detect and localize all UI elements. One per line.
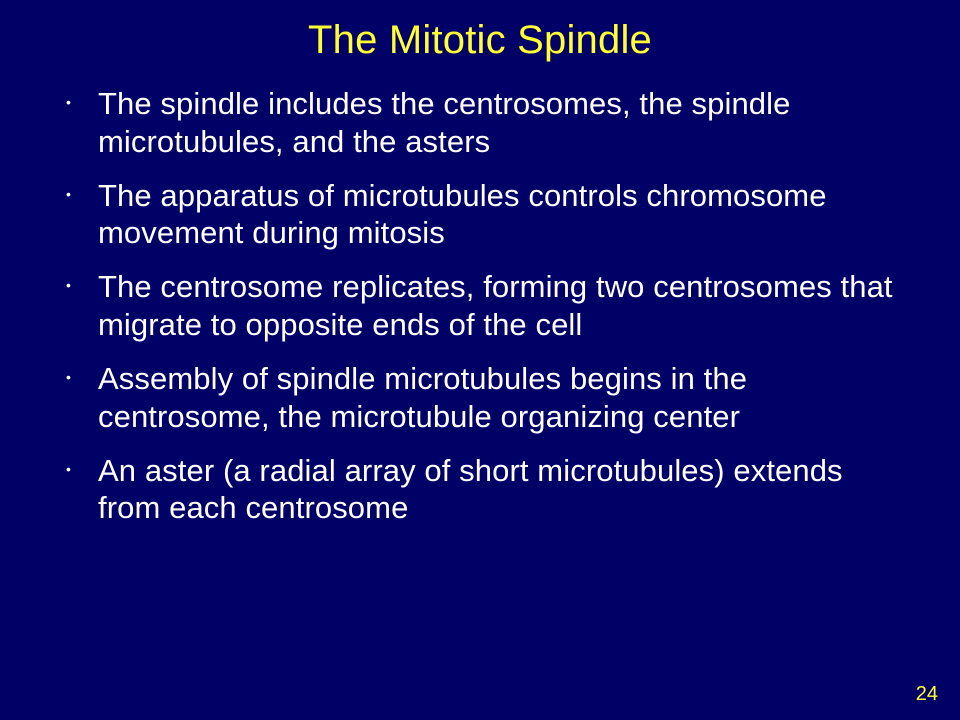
- list-item: Assembly of spindle microtubules begins …: [52, 360, 908, 436]
- slide: The Mitotic Spindle The spindle includes…: [0, 0, 960, 720]
- list-item: The apparatus of microtubules controls c…: [52, 177, 908, 253]
- list-item: An aster (a radial array of short microt…: [52, 452, 908, 528]
- bullet-list: The spindle includes the centrosomes, th…: [0, 85, 960, 527]
- page-number: 24: [916, 683, 938, 706]
- list-item: The spindle includes the centrosomes, th…: [52, 85, 908, 161]
- list-item: The centrosome replicates, forming two c…: [52, 268, 908, 344]
- slide-title: The Mitotic Spindle: [0, 0, 960, 63]
